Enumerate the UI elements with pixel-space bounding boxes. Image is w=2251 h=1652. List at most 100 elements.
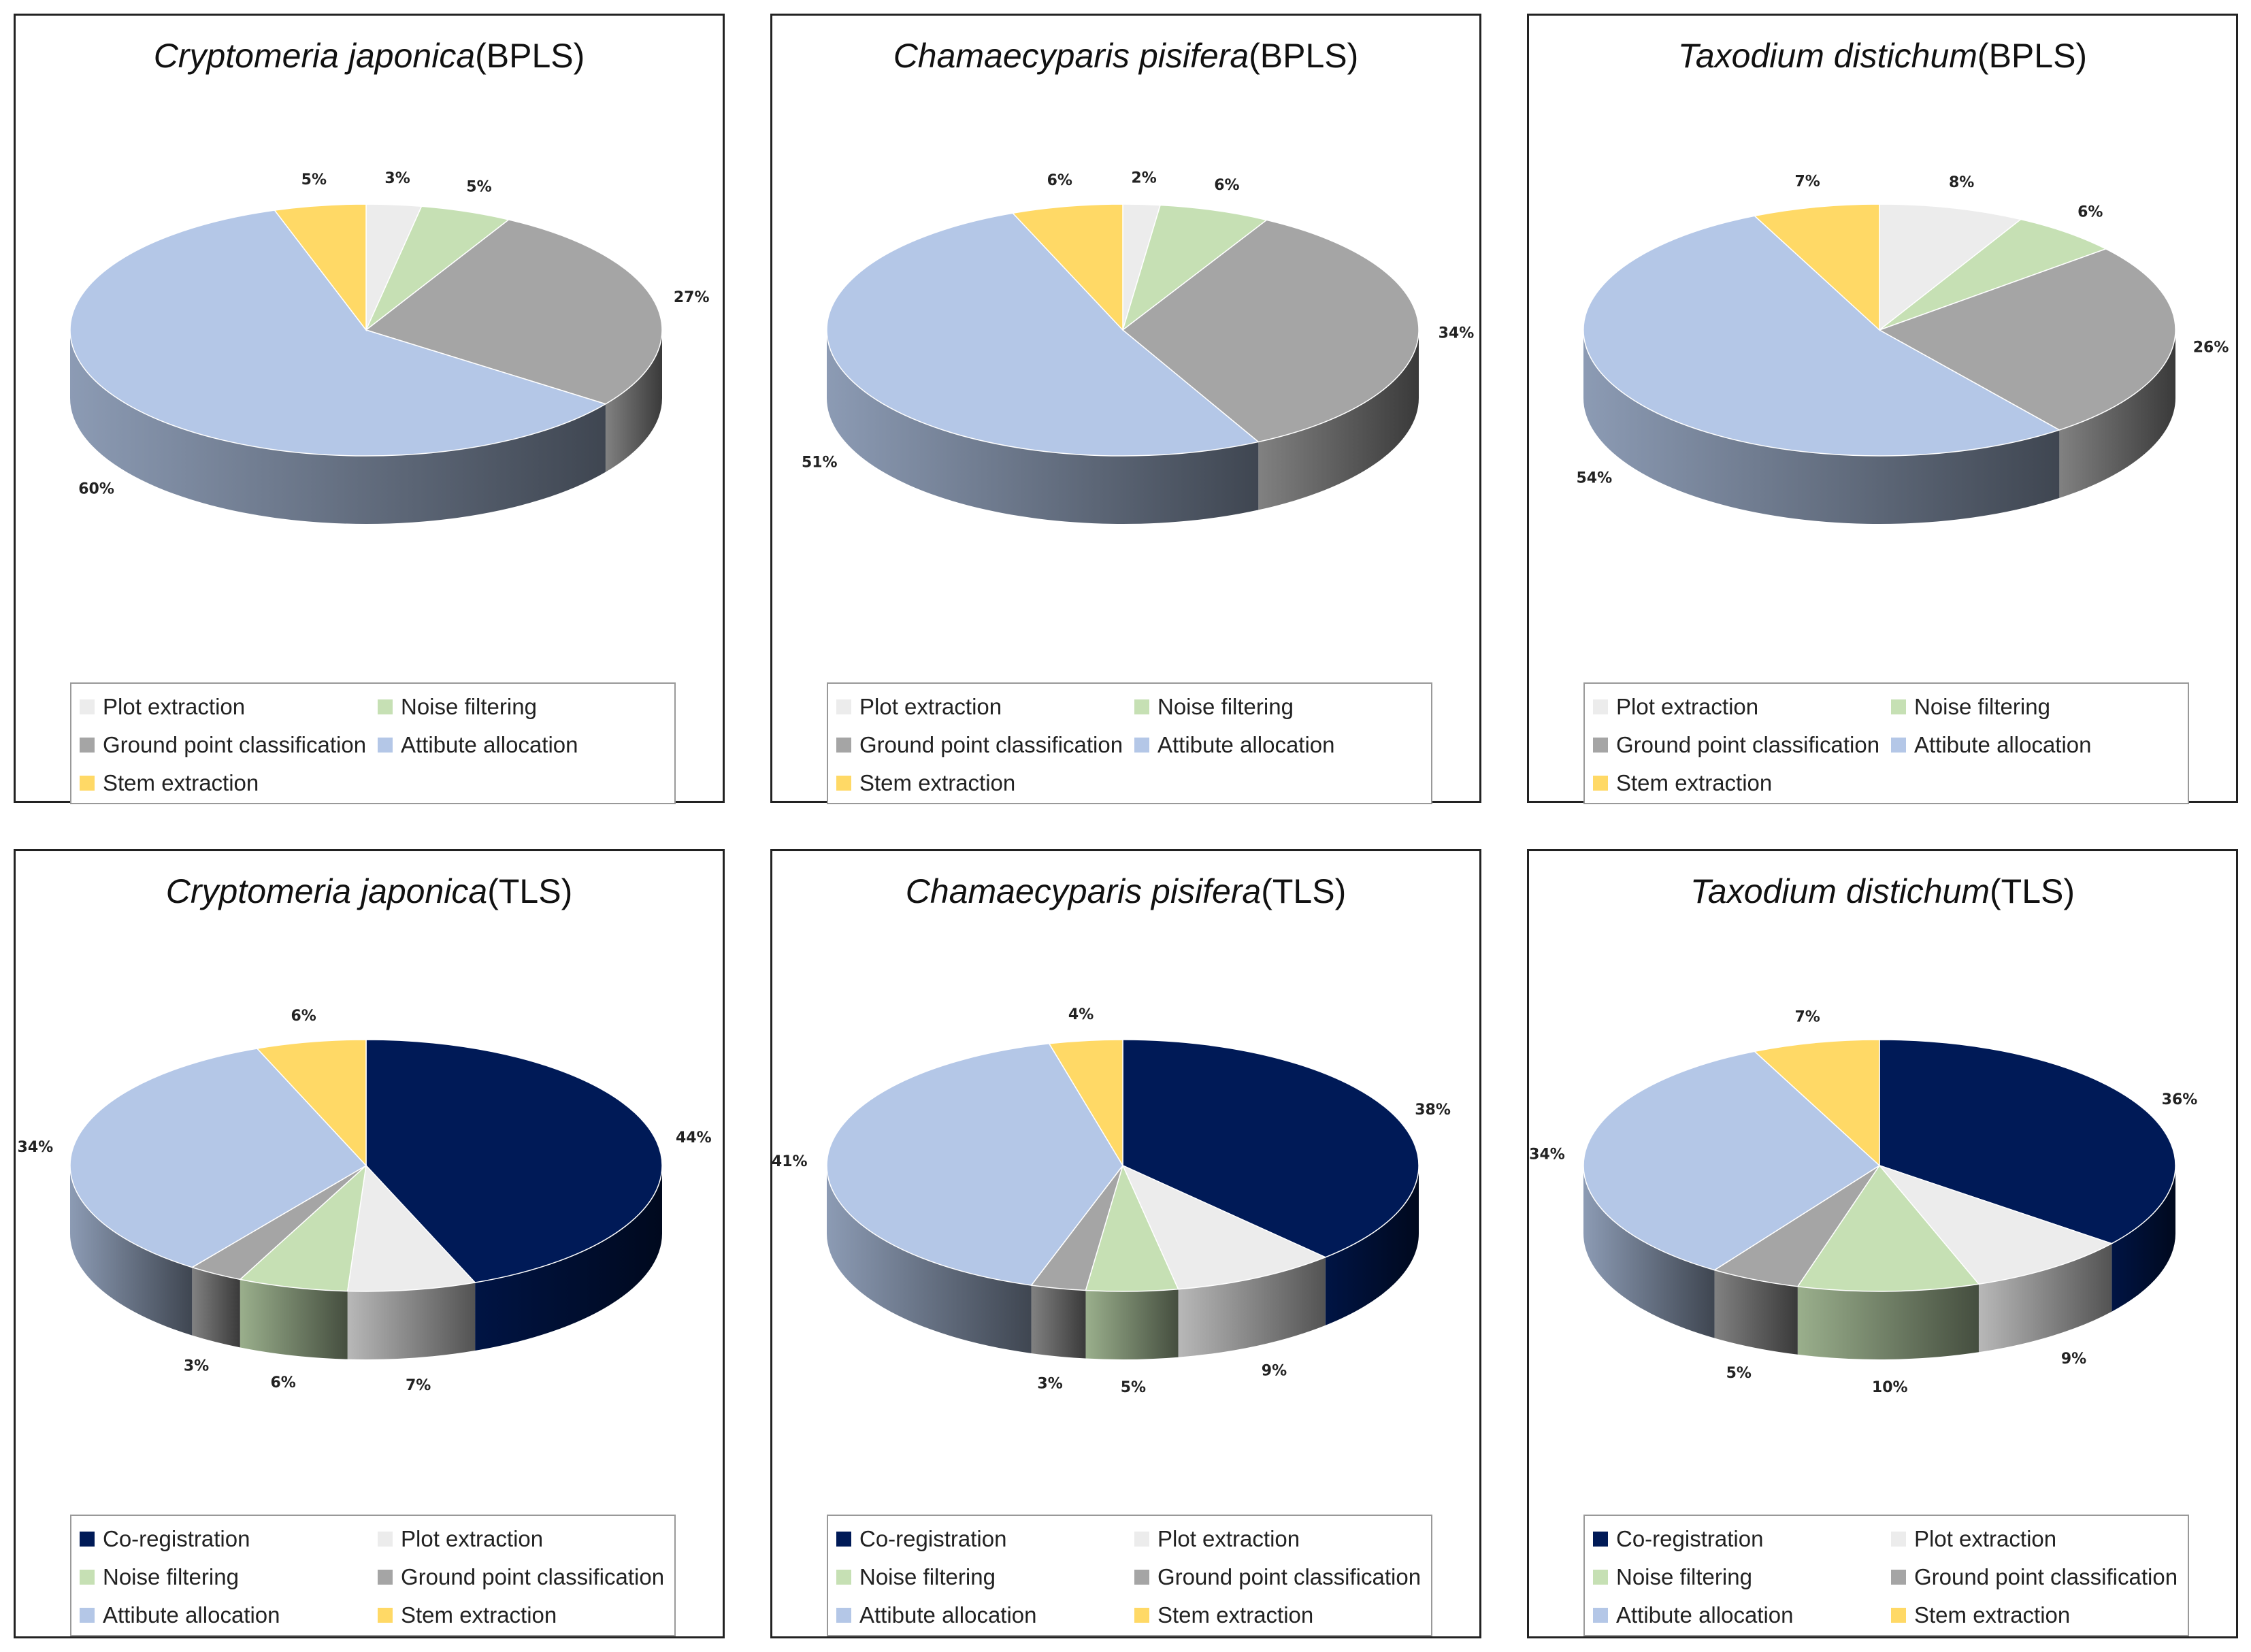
legend-label: Ground point classification [1157, 1564, 1422, 1589]
chart-title-method: (TLS) [487, 872, 573, 910]
legend-swatch [1891, 1531, 1906, 1547]
legend-swatch [378, 699, 393, 714]
chart-panel: Cryptomeria japonica(TLS) 44% 7% 6% 3% 34% 6% C… [14, 849, 725, 1638]
pie-side-walls [70, 330, 662, 524]
legend-item-noise-filtering: Noise filtering [1891, 688, 2190, 725]
legend-swatch [1593, 1569, 1608, 1585]
data-label-attibute-allocation: 51% [802, 454, 838, 471]
legend-swatch [378, 1569, 393, 1585]
data-label-stem-extraction: 5% [301, 171, 327, 188]
legend-item-plot-extraction: Plot extraction [1593, 688, 1891, 725]
pie-top [1583, 203, 2176, 457]
pie-side-walls [827, 1166, 1419, 1359]
legend-label: Attibute allocation [103, 1602, 280, 1628]
pie-slice-stem-extraction [1753, 1039, 1880, 1167]
pie-side-co-registration [2112, 1166, 2175, 1312]
legend-swatch [1134, 1608, 1149, 1623]
legend-item-attibute-allocation: Attibute allocation [1134, 726, 1434, 763]
legend-item-plot-extraction: Plot extraction [1891, 1520, 2190, 1557]
legend-label: Stem extraction [401, 1602, 557, 1628]
chart-title-method: (BPLS) [1249, 37, 1359, 75]
chart-title: Chamaecyparis pisifera(TLS) [772, 872, 1479, 911]
pie-slice-co-registration [1122, 1039, 1419, 1258]
chart-title: Cryptomeria japonica(TLS) [16, 872, 723, 911]
data-label-stem-extraction: 6% [1047, 172, 1072, 189]
legend-swatch [378, 1608, 393, 1623]
chart-title-method: (BPLS) [1977, 37, 2088, 75]
legend-swatch [1134, 1531, 1149, 1547]
legend-swatch [80, 737, 95, 753]
legend-swatch [80, 1569, 95, 1585]
chart-title: Cryptomeria japonica(BPLS) [16, 36, 723, 76]
legend-swatch [836, 1608, 851, 1623]
legend-item-attibute-allocation: Attibute allocation [836, 1597, 1134, 1634]
chart-title-method: (TLS) [1990, 872, 2075, 910]
legend-label: Attibute allocation [401, 731, 578, 757]
pie-side-walls [1583, 330, 2175, 524]
data-label-noise-filtering: 6% [2077, 204, 2103, 221]
legend-swatch [836, 737, 851, 753]
chart-title-species: Cryptomeria japonica [153, 37, 476, 75]
legend-item-ground-point-classification: Ground point classification [80, 726, 378, 763]
pie-side-noise-filtering [1085, 1289, 1179, 1359]
pie-side-attibute-allocation [70, 330, 606, 524]
chart-panel: Chamaecyparis pisifera(BPLS) 2% 6% 34% 51% 6%… [770, 14, 1481, 804]
pie-slice-noise-filtering [1796, 1164, 1980, 1292]
legend-label: Attibute allocation [859, 1602, 1037, 1628]
legend-swatch [836, 1531, 851, 1547]
legend-swatch [836, 1569, 851, 1585]
legend-label: Stem extraction [1616, 770, 1773, 796]
pie-slice-attibute-allocation [1583, 1051, 1881, 1271]
data-label-noise-filtering: 5% [466, 178, 491, 195]
legend-item-plot-extraction: Plot extraction [836, 688, 1134, 725]
chart-legend: Co-registration Plot extraction Noise filt… [827, 1515, 1432, 1636]
legend-item-stem-extraction: Stem extraction [1891, 1597, 2190, 1634]
legend-item-co-registration: Co-registration [836, 1520, 1134, 1557]
legend-item-plot-extraction: Plot extraction [1134, 1520, 1434, 1557]
pie-chart: 8% 6% 26% 54% 7% [1576, 173, 2229, 524]
chart-title-species: Cryptomeria japonica [165, 872, 488, 910]
legend-swatch [1891, 699, 1906, 714]
data-label-attibute-allocation: 41% [772, 1153, 808, 1170]
legend-label: Co-registration [103, 1525, 250, 1551]
pie-top [69, 203, 663, 457]
pie-side-plot-extraction [347, 1283, 476, 1359]
pie-slice-plot-extraction [1877, 1164, 2114, 1285]
data-label-ground-point-classification: 27% [674, 289, 710, 306]
legend-item-co-registration: Co-registration [80, 1520, 378, 1557]
pie-slice-noise-filtering [239, 1164, 367, 1292]
legend-label: Plot extraction [1616, 693, 1759, 719]
pie-chart: 36% 9% 10% 5% 34% 7% [1529, 1008, 2198, 1396]
chart-title-species: Chamaecyparis pisifera [893, 37, 1249, 75]
pie-slice-stem-extraction [256, 1039, 367, 1167]
pie-chart: 38% 9% 5% 3% 41% 4% [772, 1006, 1451, 1396]
legend-swatch [836, 776, 851, 791]
data-label-noise-filtering: 10% [1872, 1379, 1908, 1396]
chart-panel: Cryptomeria japonica(BPLS) 3% 5% 27% 60% 5% Pl… [14, 14, 725, 804]
legend-swatch [1891, 1608, 1906, 1623]
pie-slice-stem-extraction [274, 203, 367, 332]
pie-side-ground-point-classification [1714, 1270, 1798, 1355]
legend-item-attibute-allocation: Attibute allocation [1593, 1597, 1891, 1634]
legend-label: Noise filtering [401, 693, 537, 719]
legend-swatch [836, 699, 851, 714]
pie-top [826, 1039, 1419, 1292]
chart-title-method: (BPLS) [475, 37, 585, 75]
data-label-co-registration: 44% [676, 1129, 712, 1146]
legend-item-ground-point-classification: Ground point classification [1593, 726, 1891, 763]
legend-label: Ground point classification [401, 1564, 665, 1589]
pie-side-attibute-allocation [1583, 1166, 1715, 1338]
data-label-co-registration: 36% [2162, 1091, 2198, 1108]
data-label-noise-filtering: 6% [1214, 177, 1239, 194]
data-label-stem-extraction: 4% [1068, 1006, 1094, 1023]
legend-swatch [1134, 699, 1149, 714]
legend-label: Noise filtering [1914, 693, 2050, 719]
legend-label: Stem extraction [103, 770, 259, 796]
data-label-plot-extraction: 8% [1949, 174, 1974, 191]
legend-item-stem-extraction: Stem extraction [1593, 765, 1891, 802]
pie-slice-attibute-allocation [1583, 215, 2061, 457]
pie-top [826, 203, 1419, 457]
pie-top [1583, 1039, 2176, 1292]
pie-side-plot-extraction [1178, 1257, 1326, 1357]
pie-side-walls [827, 330, 1419, 524]
